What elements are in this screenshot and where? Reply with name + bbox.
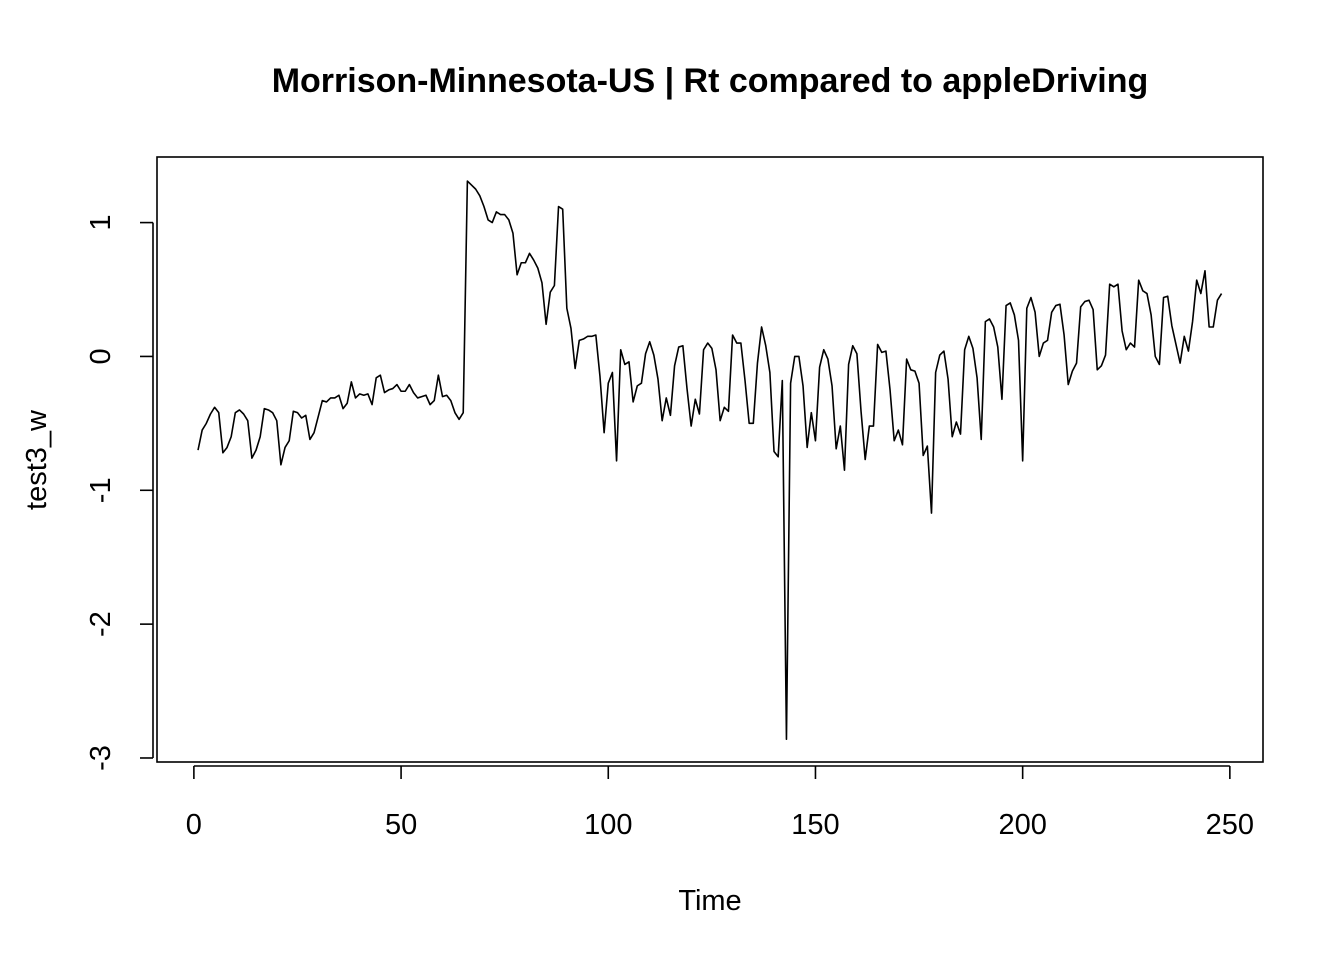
x-tick-label: 200 — [998, 809, 1046, 841]
y-tick-label: -3 — [85, 745, 117, 771]
x-tick-label: 0 — [186, 809, 202, 841]
series-line — [197, 180, 1223, 741]
chart-title: Morrison-Minnesota-US | Rt compared to a… — [272, 62, 1149, 100]
plot-frame — [156, 156, 1264, 763]
x-axis: 0 50 100 150 200 250 — [186, 765, 1254, 841]
y-tick-label: -2 — [85, 611, 117, 637]
x-tick-label: 50 — [385, 809, 417, 841]
y-tick-label: 1 — [85, 215, 117, 231]
x-tick-label: 100 — [584, 809, 632, 841]
y-tick-label: -1 — [85, 477, 117, 503]
y-axis: -3 -2 -1 0 1 — [85, 215, 154, 771]
x-tick-label: 250 — [1206, 809, 1254, 841]
x-axis-label: Time — [678, 885, 741, 917]
x-tick-label: 150 — [791, 809, 839, 841]
y-tick-label: 0 — [85, 348, 117, 364]
y-axis-label: test3_w — [21, 409, 53, 510]
